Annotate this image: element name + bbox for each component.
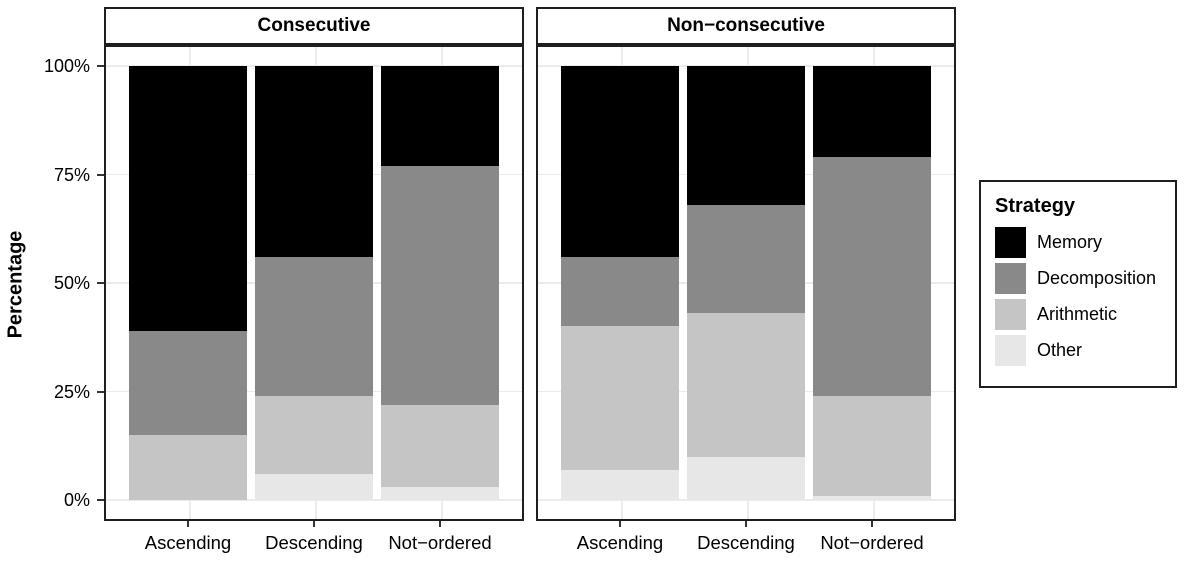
legend-entry-decomposition: Decomposition [995,263,1161,294]
y-axis-tick-label: 50% [53,273,90,293]
legend-key-swatch [995,227,1026,258]
legend-entry-label: Decomposition [1037,268,1157,288]
horizontal-gridline [106,499,522,501]
legend-key-swatch [995,263,1026,294]
y-axis-tick-mark [97,173,104,176]
facet-panel [536,45,956,521]
x-axis-tick-mark [313,521,315,527]
legend-entry-label: Memory [1037,232,1103,252]
bar-segment-arithmetic [561,326,679,470]
bar-segment-other [255,473,373,500]
legend-entry-arithmetic: Arithmetic [995,299,1161,330]
x-axis-tick-label: Ascending [144,532,232,553]
bar-segment-memory [129,66,247,331]
bar-segment-decomposition [813,157,931,396]
x-axis-tick-label: Not−ordered [820,532,924,553]
bar-segment-decomposition [381,165,499,405]
facet-strip: Consecutive [104,7,524,45]
bar-segment-arithmetic [813,395,931,496]
facet-strip-label: Non−consecutive [667,15,825,36]
bar-segment-memory [687,66,805,205]
facet-panel [104,45,524,521]
y-axis-tick-label: 0% [63,490,90,510]
x-axis-tick-mark [439,521,441,527]
y-axis-title: Percentage [4,230,27,339]
x-axis-tick-label: Descending [697,532,795,553]
x-axis-tick-label: Not−ordered [388,532,492,553]
x-axis-tick-mark [187,521,189,527]
bar-segment-other [381,486,499,500]
facet-strip: Non−consecutive [536,7,956,45]
bar-descending [255,66,373,500]
legend: Strategy Memory Decomposition Arithmetic Ot… [979,180,1177,388]
x-axis-tick-mark [871,521,873,527]
bar-segment-arithmetic [687,313,805,457]
bar-descending [687,66,805,500]
horizontal-gridline [538,499,954,501]
legend-key-swatch [995,335,1026,366]
bar-segment-other [687,456,805,500]
bar-segment-other [813,495,931,500]
y-axis-tick-mark [97,65,104,67]
bar-segment-other [561,469,679,500]
bar-segment-decomposition [687,204,805,314]
y-axis-tick-mark [97,282,104,284]
bar-segment-arithmetic [129,434,247,500]
y-axis-tick-label: 25% [53,381,90,402]
bar-not−ordered [381,66,499,500]
bar-segment-arithmetic [381,404,499,487]
bar-ascending [129,66,247,500]
bar-segment-memory [381,66,499,166]
legend-entry-memory: Memory [995,227,1161,258]
bar-segment-arithmetic [255,395,373,474]
facet-strip-label: Consecutive [257,15,371,36]
bar-segment-decomposition [561,256,679,327]
legend-entries: Memory Decomposition Arithmetic Other [995,227,1161,371]
y-axis-tick-label: 75% [53,164,90,185]
bar-segment-memory [561,66,679,257]
bar-segment-decomposition [255,256,373,396]
bar-ascending [561,66,679,500]
y-axis-tick-label: 100% [43,56,90,76]
bar-segment-memory [255,66,373,257]
bar-segment-decomposition [129,330,247,435]
bar-segment-memory [813,66,931,158]
legend-title: Strategy [995,195,1076,217]
x-axis-tick-label: Ascending [576,532,664,553]
y-axis-tick-mark [97,499,104,501]
legend-entry-other: Other [995,335,1161,366]
x-axis-tick-label: Descending [265,532,363,553]
x-axis-tick-mark [745,521,747,527]
bar-not−ordered [813,66,931,500]
legend-entry-label: Arithmetic [1037,304,1118,324]
y-axis-tick-mark [97,390,104,393]
legend-key-swatch [995,299,1026,330]
legend-entry-label: Other [1037,340,1083,360]
x-axis-tick-mark [619,521,621,527]
